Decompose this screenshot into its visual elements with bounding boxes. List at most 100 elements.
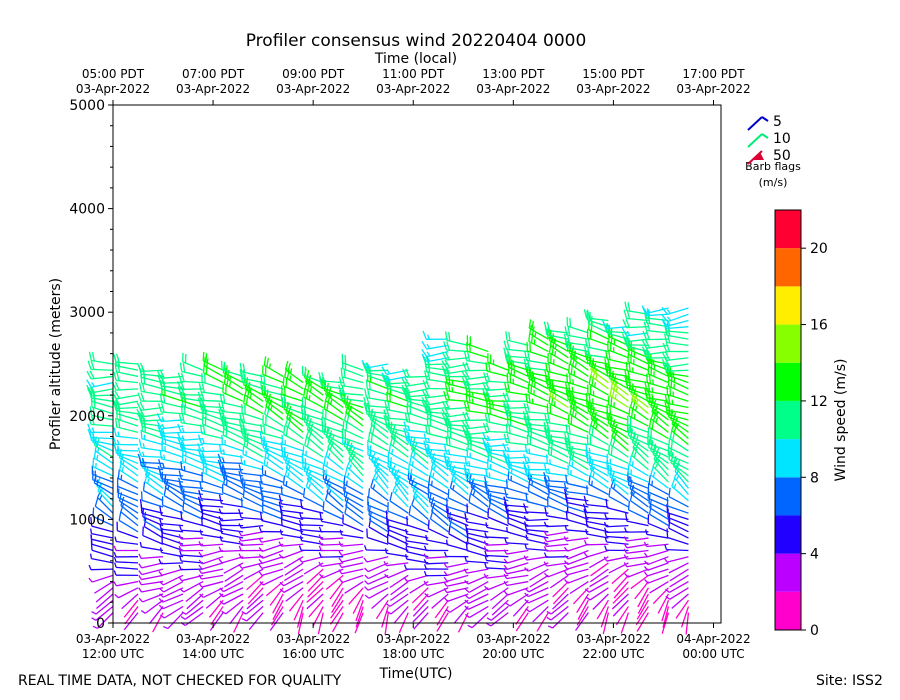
wind-barb — [331, 593, 344, 614]
wind-barb — [622, 318, 649, 329]
wind-barb — [584, 338, 609, 353]
barb-feather — [571, 392, 574, 398]
barb-shaft — [345, 406, 364, 421]
barb-feather — [113, 556, 117, 563]
barb-feather — [159, 369, 165, 379]
barb-feather — [569, 374, 571, 384]
barb-feather — [564, 381, 568, 391]
barb-shaft — [528, 483, 549, 496]
wind-barb — [443, 593, 469, 603]
barb-feather — [118, 511, 122, 521]
wind-barb — [523, 515, 549, 522]
barb-shaft — [486, 430, 509, 434]
barb-shaft — [329, 606, 344, 625]
barb-shaft — [185, 587, 204, 603]
barb-shaft — [546, 472, 569, 477]
barb-shaft — [117, 530, 139, 539]
barb-feather — [86, 370, 92, 380]
barb-shaft — [611, 593, 629, 610]
wind-barb — [443, 580, 469, 587]
wind-barb — [179, 525, 204, 533]
wind-barb — [465, 392, 489, 409]
barb-shaft — [142, 467, 164, 477]
barb-shaft — [607, 468, 629, 477]
barb-shaft — [666, 548, 689, 552]
barb-feather — [89, 553, 93, 559]
wind-barb — [505, 423, 529, 440]
barb-shaft — [366, 405, 389, 409]
x-tick-label-top-date: 03-Apr-2022 — [376, 82, 450, 96]
wind-barb — [341, 353, 364, 371]
wind-barb — [564, 524, 589, 533]
barb-feather — [644, 560, 649, 565]
barb-feather — [585, 449, 588, 459]
wind-barb — [123, 599, 139, 618]
barb-shaft — [116, 418, 139, 427]
barb-shaft — [261, 432, 284, 440]
barb-shaft — [427, 424, 449, 433]
wind-barb — [389, 492, 409, 514]
barb-shaft — [118, 587, 139, 599]
barb-feather — [92, 507, 95, 517]
barb-feather — [181, 440, 185, 446]
barb-feather — [583, 345, 588, 355]
barb-shaft — [446, 543, 469, 552]
barb-shaft — [284, 562, 304, 576]
barb-feather — [140, 392, 145, 402]
barb-shaft — [587, 443, 609, 452]
wind-barb — [322, 464, 344, 483]
wind-barb — [635, 606, 649, 626]
barb-shaft — [263, 396, 284, 409]
wind-barb — [269, 587, 284, 606]
barb-feather — [364, 574, 369, 580]
wind-barb — [91, 465, 114, 483]
wind-barb — [246, 574, 264, 591]
barb-feather — [624, 512, 628, 522]
wind-barb — [87, 415, 114, 427]
barb-shaft — [348, 587, 364, 605]
barb-shaft — [388, 452, 409, 465]
wind-barb — [552, 587, 569, 605]
wind-barb — [464, 587, 489, 600]
wind-barb — [532, 605, 549, 623]
barb-shaft — [426, 371, 449, 378]
barb-feather — [467, 624, 473, 629]
barb-feather — [90, 517, 93, 527]
barb-shaft — [606, 371, 629, 378]
barb-shaft — [302, 453, 324, 465]
barb-shaft — [161, 522, 184, 527]
wind-barb — [283, 425, 304, 446]
barb-feather — [197, 443, 202, 452]
barb-feather — [534, 331, 537, 338]
barb-feather — [198, 383, 202, 393]
barb-feather — [574, 362, 577, 368]
barb-shaft — [527, 593, 549, 604]
barb-shaft — [506, 580, 529, 587]
barb-feather — [389, 492, 393, 502]
barb-shaft — [667, 313, 689, 323]
wind-barb — [119, 461, 139, 483]
barb-feather — [425, 424, 428, 434]
barb-shaft — [120, 505, 139, 520]
barb-shaft — [222, 587, 244, 598]
wind-barb — [404, 535, 429, 545]
wind-barb — [284, 360, 304, 384]
barb-feather — [625, 336, 631, 346]
wind-barb — [572, 587, 589, 605]
barb-shaft — [202, 465, 224, 477]
barb-shaft — [588, 483, 609, 496]
barb-shaft — [587, 337, 609, 346]
wind-barb — [563, 543, 589, 552]
wind-barb — [338, 376, 364, 390]
barb-feather — [485, 362, 488, 372]
barb-feather — [138, 563, 143, 569]
barb-shaft — [221, 461, 244, 465]
wind-barb — [590, 416, 609, 440]
barb-shaft — [570, 356, 589, 371]
barb-feather — [283, 386, 286, 396]
barb-shaft — [346, 448, 364, 464]
barb-feather — [543, 537, 548, 543]
barb-feather — [198, 574, 202, 580]
barb-shaft — [116, 365, 139, 371]
wind-barb — [523, 503, 549, 514]
